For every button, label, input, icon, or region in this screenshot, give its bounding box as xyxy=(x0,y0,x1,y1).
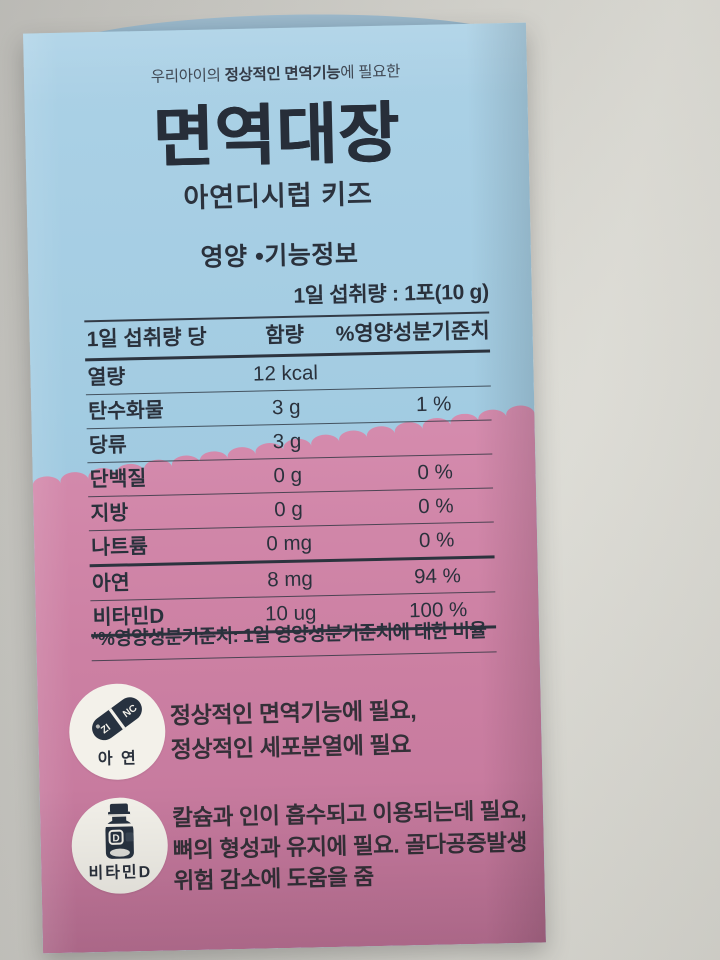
box-front-panel: 우리아이의 정상적인 면역기능에 필요한 면역대장 아연디시럽 키즈 영양 •기… xyxy=(23,22,546,954)
nutrient-name: 열량 xyxy=(87,365,126,390)
benefit-line: 정상적인 면역기능에 필요, xyxy=(169,697,417,729)
nutrient-percent: 1 % xyxy=(415,392,452,417)
svg-text:D: D xyxy=(112,833,119,844)
ingredient-row-vitamin-d: D 비타민D 칼슘과 인이 흡수되고 이용되는데 필요, 뼈의 형성과 유지에 … xyxy=(40,788,543,895)
vitamin-d-badge: D 비타민D xyxy=(70,796,169,895)
nutrient-amount: 0 g xyxy=(273,497,303,522)
nutrient-name: 아연 xyxy=(91,571,131,596)
nutrient-amount: 3 g xyxy=(271,395,301,420)
nutrient-name: 탄수화물 xyxy=(88,398,164,424)
daily-value-footnote: *%영양성분기준치: 1일 영양성분기준치에 대한 비율 xyxy=(90,615,497,662)
zinc-benefit-text: 정상적인 면역기능에 필요, 정상적인 세포분열에 필요 xyxy=(170,693,418,766)
benefit-line: 위험 감소에 도움을 줌 xyxy=(173,864,375,894)
zinc-badge: ZI NC 아 연 xyxy=(68,682,167,781)
product-box: 우리아이의 정상적인 면역기능에 필요한 면역대장 아연디시럽 키즈 영양 •기… xyxy=(23,9,546,954)
serving-size: 1일 섭취량 : 1포(10 g) xyxy=(293,280,490,308)
nutrient-amount: 3 g xyxy=(272,429,302,454)
vitamin-d-label: 비타민D xyxy=(88,863,153,883)
nutrient-percent: 94 % xyxy=(413,564,462,589)
nutrient-percent: 0 % xyxy=(417,460,454,485)
header-per-serving: 1일 섭취량 당 xyxy=(86,325,207,352)
nutrient-amount: 0 mg xyxy=(266,531,313,556)
nutrient-percent: 0 % xyxy=(418,528,455,553)
nutrient-name: 단백질 xyxy=(89,467,147,492)
nutrient-amount: 12 kcal xyxy=(252,361,319,386)
nutrient-amount: 0 g xyxy=(273,463,303,488)
nutrient-percent: 0 % xyxy=(418,494,454,519)
header-daily-value: %영양성분기준치 xyxy=(335,319,490,346)
product-title: 면역대장 xyxy=(152,95,402,175)
nutrient-name: 당류 xyxy=(88,433,128,458)
header-amount: 함량 xyxy=(265,323,305,348)
zinc-pill-icon: ZI NC xyxy=(92,697,142,741)
nutrient-name: 나트륨 xyxy=(91,534,149,560)
nutrition-section-title: 영양 •기능정보 xyxy=(200,240,359,272)
vitamin-d-benefit-text: 칼슘과 인이 흡수되고 이용되는데 필요, 뼈의 형성과 유지에 필요. 골다공… xyxy=(172,795,528,897)
zinc-label: 아 연 xyxy=(97,750,138,769)
nutrition-table: 1일 섭취량 당 함량 %영양성분기준치 열량 12 kcal 탄수화물 3 g… xyxy=(84,311,497,638)
benefit-line: 정상적인 세포분열에 필요 xyxy=(170,731,412,763)
nutrient-name: 지방 xyxy=(90,501,129,526)
nutrient-amount: 8 mg xyxy=(266,567,314,592)
pink-wave-divider xyxy=(32,405,546,954)
ingredient-row-zinc: ZI NC 아 연 정상적인 면역기능에 필요, 정상적인 세포분열에 필요 xyxy=(37,674,540,781)
vitamin-d-bottle-icon: D xyxy=(105,803,134,859)
